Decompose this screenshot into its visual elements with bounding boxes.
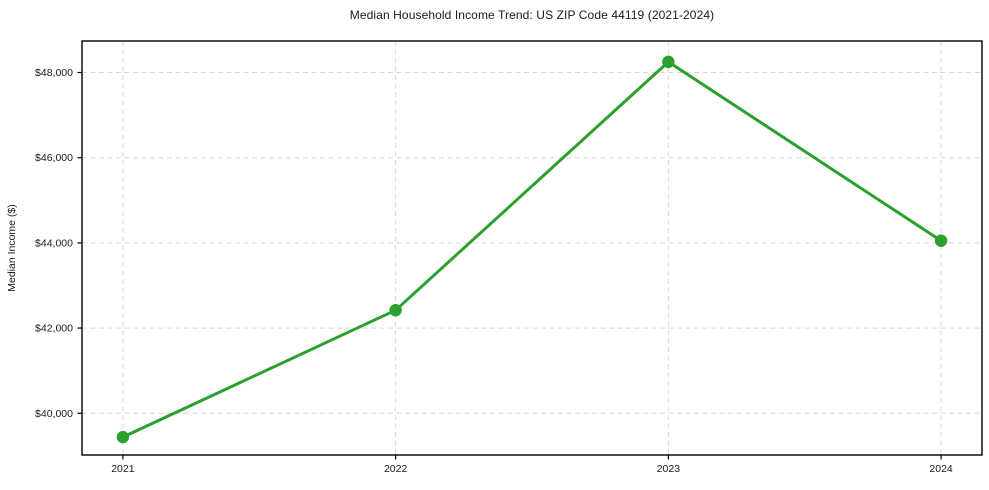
data-point-marker [934,234,948,247]
y-tick-label: $42,000 [35,323,73,335]
data-point-marker [116,430,130,444]
y-tick-label: $46,000 [35,152,73,164]
y-tick-label: $40,000 [35,408,73,420]
x-tick-label: 2021 [111,463,135,475]
chart-title: Median Household Income Trend: US ZIP Co… [349,8,715,22]
y-axis-label: Median Income ($) [6,204,18,292]
plot-border [81,40,983,456]
data-series-layer [116,55,948,444]
data-point-marker [662,55,675,69]
x-tick-label: 2024 [929,463,953,475]
series-line [121,60,943,439]
y-tick-label: $48,000 [35,67,73,79]
x-tick-label: 2022 [384,463,408,475]
y-tick-label: $44,000 [35,237,73,249]
axis-layer: $40,000 $42,000 $44,000 $46,000 $48,000 2021 2… [35,40,983,475]
x-tick-label: 2023 [657,463,681,475]
data-point-marker [389,303,402,317]
grid-layer [82,41,982,455]
